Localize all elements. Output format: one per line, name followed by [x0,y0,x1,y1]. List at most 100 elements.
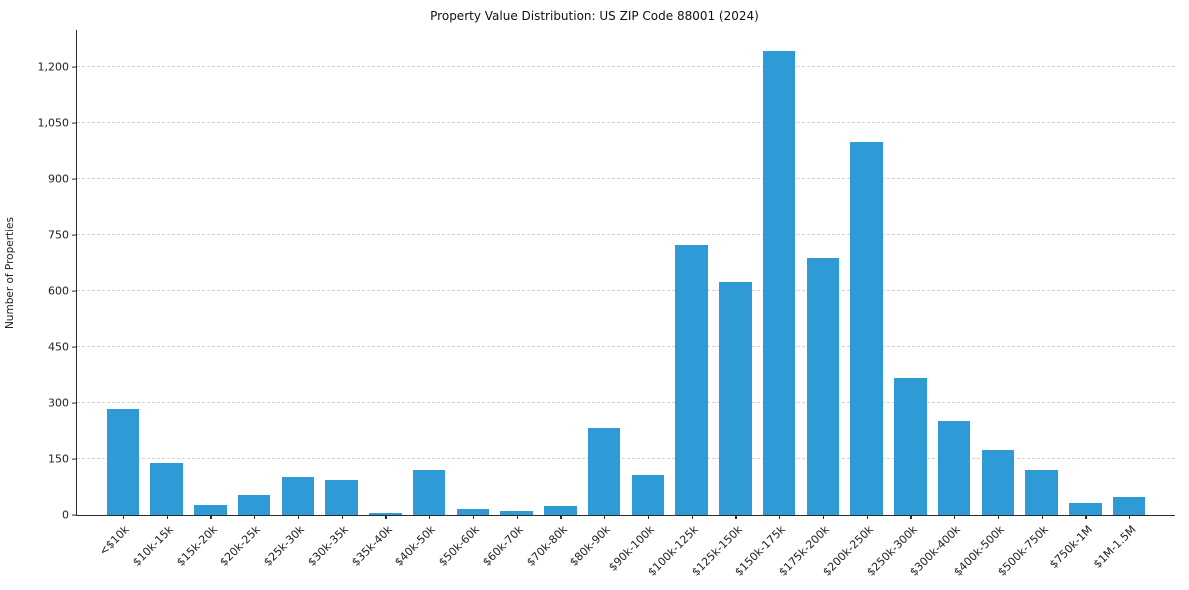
x-tick: $35k-40k [349,515,408,589]
bar-slot [714,30,758,515]
y-tick-mark [72,178,77,180]
x-tick: $175k-200k [776,515,845,589]
x-tick: $1M-1.5M [1091,515,1151,589]
y-tick-mark [72,346,77,348]
x-tick: $25k-30k [261,515,320,589]
x-tick-label: <$10k [96,523,133,559]
y-tick-label: 1,050 [37,116,70,130]
bar [456,509,490,515]
x-axis-ticks: <$10k $10k-15k $15k-20k $20k-25k $25k-30k $30… [77,515,1175,589]
y-axis-label: Number of Properties [4,216,16,330]
x-tick: $70k-80k [524,515,583,589]
gridline [77,458,1175,460]
y-tick-label: 450 [48,340,69,354]
bars [77,30,1175,515]
y-tick-label: 900 [48,172,69,186]
bar-slot [626,30,670,515]
x-tick: $100k-125k [645,515,714,589]
gridline [77,290,1175,292]
bar [631,475,665,515]
y-tick-label: 600 [48,284,69,298]
bar-slot [1064,30,1108,515]
bar [412,469,446,515]
bar-slot [539,30,583,515]
bar-slot [582,30,626,515]
x-tick: $10k-15k [130,515,189,589]
bar [850,141,883,515]
x-tick: $750k-1M [1047,515,1108,589]
x-tick: $90k-100k [606,515,670,589]
gridline [77,346,1175,348]
bar [1025,469,1058,515]
y-tick-mark [72,234,77,236]
bar-slot [495,30,539,515]
y-tick-label: 150 [48,452,69,466]
bar [106,408,140,515]
x-tick: $250k-300k [864,515,933,589]
bar-slot [189,30,233,515]
x-tick: $40k-50k [393,515,451,589]
y-axis-label-wrap: Number of Properties [2,30,18,516]
y-tick-label: 300 [48,396,69,410]
bar-slot [1020,30,1064,515]
bar [194,504,227,515]
bar [587,428,621,515]
bar-slot [451,30,495,515]
bar-slot [976,30,1020,515]
x-tick: $15k-20k [174,515,233,589]
plot-area: <$10k $10k-15k $15k-20k $20k-25k $25k-30k $30… [38,30,1175,579]
bar [937,420,971,515]
bar [500,511,533,515]
bar-slot [145,30,189,515]
x-tick: $80k-90k [568,515,626,589]
x-tick: <$10k [97,515,145,589]
gridline [77,234,1175,236]
bar-slot [670,30,714,515]
bar-slot [932,30,976,515]
bar [281,476,315,515]
bar-slot [889,30,933,515]
bar-slot [845,30,889,515]
bar-slot [364,30,408,515]
bar [675,244,708,515]
bar [806,257,840,515]
bar [237,495,271,515]
y-tick-mark [72,514,77,516]
bar-slot [757,30,801,515]
x-tick: $20k-25k [218,515,276,589]
gridline [77,402,1175,404]
bar-slot [276,30,320,515]
x-tick: $400k-500k [951,515,1020,589]
chart-title: Property Value Distribution: US ZIP Code… [430,9,759,23]
bar-slot [101,30,145,515]
bar [544,506,577,515]
y-tick-mark [72,66,77,68]
x-tick: $50k-60k [436,515,495,589]
x-tick: $150k-175k [733,515,801,589]
y-tick-mark [72,458,77,460]
bar-slot [801,30,845,515]
bar [981,449,1015,515]
bar-slot [407,30,451,515]
x-tick: $125k-150k [689,515,758,589]
gridline [77,122,1175,124]
bar-slot [1107,30,1151,515]
bar [1112,497,1146,515]
bar [325,479,358,515]
bar [369,513,402,515]
bar-slot [320,30,364,515]
x-tick: $30k-35k [305,515,364,589]
gridline [77,66,1175,68]
bar-slot [232,30,276,515]
bar [719,281,752,515]
y-tick-mark [72,290,77,292]
gridline [77,178,1175,180]
bar [1069,503,1102,515]
x-tick: $300k-400k [908,515,976,589]
y-tick-label: 0 [62,508,69,522]
x-tick: $60k-70k [480,515,539,589]
bar [894,377,927,515]
y-tick-label: 750 [48,228,69,242]
x-tick: $200k-250k [820,515,889,589]
